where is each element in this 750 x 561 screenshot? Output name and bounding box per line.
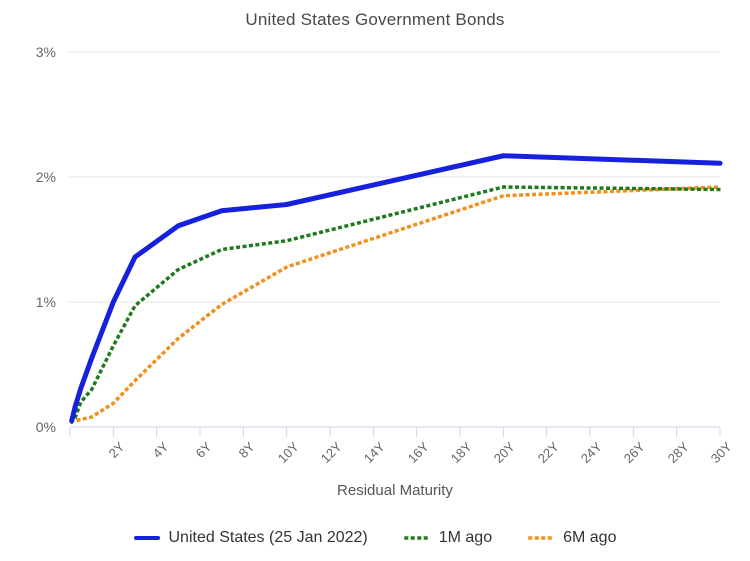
y-tick-label: 3%: [35, 44, 56, 60]
series-line-2[interactable]: [69, 185, 722, 423]
y-tick-label: 2%: [35, 169, 56, 185]
chart-title: United States Government Bonds: [245, 10, 505, 29]
x-axis-title: Residual Maturity: [337, 482, 453, 499]
y-tick-label: 0%: [35, 419, 56, 435]
series-line-0[interactable]: [69, 153, 723, 424]
series-line-1[interactable]: [69, 185, 722, 425]
legend-item-1m-ago[interactable]: 1M ago: [403, 529, 493, 547]
solid-line-swatch-icon: [133, 536, 160, 540]
legend-label: 1M ago: [438, 529, 493, 546]
y-tick-label: 1%: [35, 294, 56, 310]
legend: United States (25 Jan 2022) 1M ago 6M ag…: [0, 529, 750, 547]
plot-area: [68, 51, 723, 437]
dotted-line-swatch-icon: [403, 536, 430, 540]
legend-item-united-states[interactable]: United States (25 Jan 2022): [133, 529, 368, 547]
legend-label: 6M ago: [563, 529, 617, 546]
dotted-line-swatch-icon: [528, 536, 555, 540]
legend-item-6m-ago[interactable]: 6M ago: [528, 529, 616, 547]
legend-label: United States (25 Jan 2022): [168, 529, 368, 546]
